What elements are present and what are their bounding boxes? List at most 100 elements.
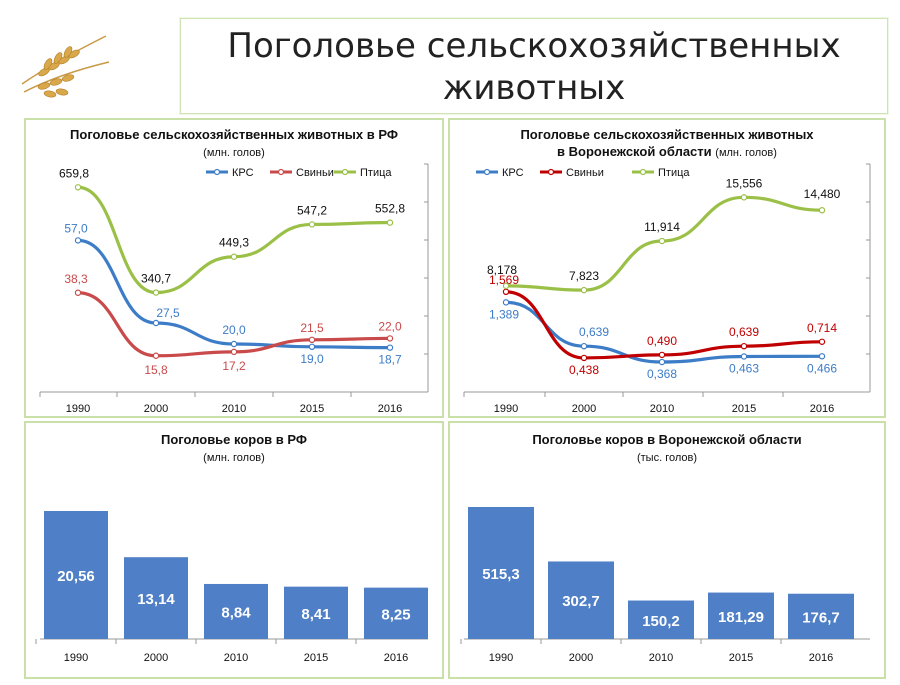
series-line-КРС [76, 238, 392, 350]
data-point [740, 353, 748, 360]
bar-value-label: 13,14 [137, 591, 175, 608]
data-label: 21,5 [300, 321, 324, 335]
series-line-Свиньи [76, 291, 392, 358]
x-tick-label: 2010 [649, 652, 673, 664]
legend-label: Свиньи [296, 167, 334, 179]
chart-panel-voronezh-cows: Поголовье коров в Воронежской области (т… [448, 421, 886, 679]
bar-value-label: 302,7 [562, 593, 600, 610]
data-point [580, 354, 588, 362]
page-title-line1: Поголовье сельскохозяйственных [227, 26, 841, 66]
bar [204, 583, 268, 639]
legend-marker [639, 168, 647, 176]
data-label: 17,2 [222, 359, 246, 373]
bar-chart-rf-cows: 20,56 1990 13,14 2000 8,84 2010 8,41 2015 8,25 20… [35, 511, 428, 664]
data-point [580, 286, 588, 294]
data-label: 57,0 [64, 221, 88, 235]
data-point [308, 343, 316, 350]
series-line-Свиньи [504, 290, 824, 360]
data-point [74, 289, 82, 296]
bar-value-label: 20,56 [57, 568, 95, 585]
chart-title: Поголовье сельскохозяйственных животных … [450, 126, 884, 162]
chart-panel-rf-livestock: Поголовье сельскохозяйственных животных … [24, 118, 444, 418]
data-point [740, 342, 748, 350]
legend-label: Птица [658, 167, 690, 179]
x-tick-label: 2016 [378, 403, 402, 415]
x-tick-label: 2000 [569, 652, 593, 664]
wheat-logo-icon [21, 35, 110, 98]
data-label: 22,0 [378, 319, 402, 333]
x-tick-label: 2015 [732, 403, 756, 415]
data-label: 20,0 [222, 323, 246, 337]
data-label: 8,178 [487, 263, 517, 277]
data-label: 552,8 [375, 202, 405, 216]
chart-panel-rf-cows: Поголовье коров в РФ (млн. голов) 20,56 1… [24, 421, 444, 679]
legend-label: Свиньи [566, 167, 604, 179]
data-label: 0,714 [807, 321, 837, 335]
legend-marker [277, 168, 285, 176]
bar [44, 511, 108, 639]
chart-title-text: Поголовье коров в РФ [161, 432, 307, 447]
chart-title-text: Поголовье сельскохозяйственных животных [520, 127, 814, 142]
bar-value-label: 176,7 [802, 609, 840, 626]
chart-subtitle: (млн. голов) [715, 147, 777, 159]
data-label: 11,914 [644, 220, 680, 234]
chart-title-text: Поголовье сельскохозяйственных животных … [70, 127, 398, 142]
bar [468, 507, 534, 639]
x-tick-label: 2016 [810, 403, 834, 415]
chart-panel-voronezh-livestock: Поголовье сельскохозяйственных животных … [448, 118, 886, 418]
x-tick-label: 2016 [809, 652, 833, 664]
data-label: 15,8 [144, 363, 168, 377]
data-point [818, 338, 826, 345]
data-label: 0,490 [647, 334, 677, 348]
data-point [152, 289, 160, 296]
data-label: 547,2 [297, 203, 327, 217]
data-point [740, 194, 748, 201]
x-tick-label: 2010 [650, 403, 674, 415]
data-point [230, 340, 238, 348]
legend-marker [341, 168, 349, 176]
data-label: 27,5 [156, 306, 180, 320]
data-label: 0,368 [647, 367, 677, 381]
title-box: Поголовье сельскохозяйственных животных [180, 18, 888, 114]
x-tick-label: 2000 [144, 652, 168, 664]
bar [708, 592, 774, 639]
bar-value-label: 8,25 [381, 606, 410, 623]
data-label: 0,639 [729, 325, 759, 339]
bar [284, 586, 348, 639]
data-label: 659,8 [59, 166, 89, 180]
data-label: 1,569 [489, 273, 519, 287]
x-tick-label: 2015 [304, 652, 328, 664]
legend-marker [213, 168, 221, 176]
data-point [658, 358, 666, 366]
data-point [230, 348, 238, 356]
bar-value-label: 150,2 [642, 613, 680, 630]
data-point [502, 288, 510, 296]
x-tick-label: 1990 [66, 403, 90, 415]
legend-label: КРС [502, 167, 524, 179]
data-label: 14,480 [804, 187, 841, 201]
data-label: 340,7 [141, 272, 171, 286]
line-chart-voronezh: 1990 2000 2010 2015 2016 КРС Свиньи Птица 1,389 0… [463, 163, 871, 415]
legend-marker [547, 168, 555, 176]
data-label: 0,466 [807, 361, 837, 375]
data-label: 0,438 [569, 363, 599, 377]
bar [124, 557, 188, 639]
bar-chart-voronezh-cows: 515,3 1990 302,7 2000 150,2 2010 181,29 2015 176… [460, 507, 870, 664]
data-point [386, 219, 394, 226]
data-point [818, 353, 826, 360]
chart-title: Поголовье коров в Воронежской области (т… [450, 431, 884, 467]
page-title: Поголовье сельскохозяйственных животных [181, 25, 887, 109]
x-tick-label: 1990 [489, 652, 513, 664]
bar [548, 561, 614, 639]
legend-label: Птица [360, 167, 392, 179]
data-label: 0,639 [579, 325, 609, 339]
x-tick-label: 1990 [494, 403, 518, 415]
bar-value-label: 8,84 [221, 604, 251, 621]
legend-label: КРС [232, 167, 254, 179]
data-point [74, 184, 82, 191]
bar [628, 600, 694, 639]
bar-value-label: 8,41 [301, 606, 330, 623]
data-point [308, 336, 316, 343]
bar-value-label: 181,29 [718, 609, 764, 626]
data-label: 18,7 [378, 353, 402, 367]
